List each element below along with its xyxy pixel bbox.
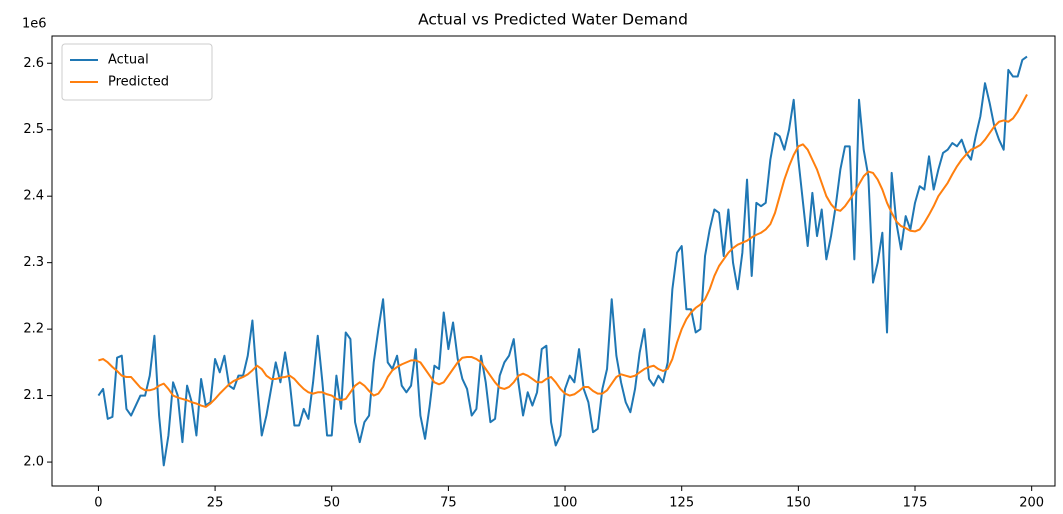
x-tick-label: 125 [669, 496, 694, 511]
x-tick-label: 200 [1019, 496, 1044, 511]
legend-label: Predicted [108, 75, 169, 90]
legend-label: Actual [108, 53, 149, 68]
y-tick-label: 2.0 [23, 455, 44, 470]
x-tick-label: 100 [553, 496, 578, 511]
series-line [97, 55, 1028, 467]
x-tick-label: 25 [207, 496, 224, 511]
x-tick-label: 175 [903, 496, 928, 511]
series-line [98, 94, 1028, 408]
y-offset-label: 1e6 [22, 17, 47, 32]
y-tick-label: 2.4 [23, 189, 44, 204]
chart-title: Actual vs Predicted Water Demand [418, 11, 688, 29]
y-tick-label: 2.2 [23, 322, 44, 337]
x-tick-label: 75 [440, 496, 457, 511]
plot-frame [51, 35, 1056, 487]
x-tick-label: 0 [94, 496, 102, 511]
y-tick-label: 2.5 [23, 122, 44, 137]
legend-box [61, 43, 213, 101]
x-tick-label: 50 [323, 496, 340, 511]
y-tick-label: 2.1 [23, 388, 44, 403]
y-tick-label: 2.3 [23, 255, 44, 270]
y-tick-label: 2.6 [23, 56, 44, 71]
x-tick-label: 150 [786, 496, 811, 511]
